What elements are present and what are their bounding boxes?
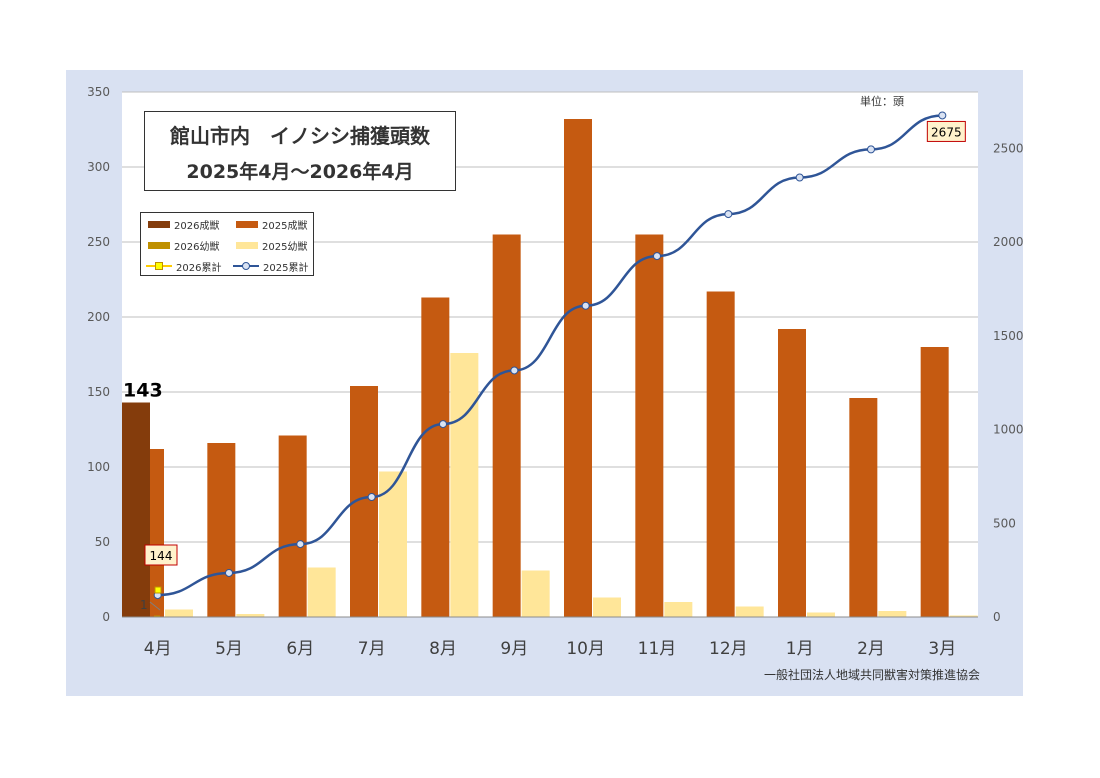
legend-label: 2025幼獣 [262, 241, 308, 253]
y-tick-label: 100 [87, 460, 110, 474]
x-tick-label: 1月 [786, 639, 814, 659]
axes: 0 50 100 150 200 250 300 350 0 500 1000 1500 2000 250… [87, 85, 1023, 659]
data-label-leader [149, 601, 161, 611]
legend-item-2025-juvenile: 2025幼獣 [236, 238, 308, 253]
legend-swatch [236, 241, 258, 249]
bar [949, 615, 978, 617]
x-tick-label: 4月 [144, 639, 172, 659]
point-2025-cumulative [581, 301, 590, 310]
data-labels: 143 144 1 2675 [123, 120, 966, 612]
bar [492, 234, 521, 617]
bar [236, 614, 265, 617]
bar [735, 606, 764, 617]
bar [307, 567, 336, 617]
y2-tick-label: 500 [993, 516, 1016, 530]
x-tick-label: 10月 [566, 639, 605, 659]
y2-tick-label: 1500 [993, 329, 1024, 343]
cumulative-lines [153, 111, 947, 600]
chart-title-box: 館山市内 イノシシ捕獲頭数 2025年4月～2026年4月 [144, 111, 456, 191]
bar [664, 602, 693, 617]
x-tick-label: 5月 [215, 639, 243, 659]
point-2025-cumulative [938, 111, 947, 120]
x-tick-label: 6月 [286, 639, 314, 659]
y2-tick-label: 0 [993, 610, 1001, 624]
point-2025-cumulative [439, 420, 447, 429]
legend-item-2025-cumulative: 2025累計 [233, 259, 309, 274]
bar [421, 297, 450, 617]
legend-item-2025-adult: 2025成獣 [236, 217, 308, 232]
bar [165, 609, 193, 617]
point-2025-cumulative [225, 568, 233, 577]
bar [564, 119, 592, 617]
x-tick-label: 9月 [500, 639, 528, 659]
legend-line-swatch [146, 261, 172, 271]
bar [122, 402, 150, 617]
credit-text: 一般社団法人地域共同獣害対策推進協会 [764, 668, 981, 682]
bar [849, 398, 878, 617]
legend-line-swatch [233, 261, 259, 271]
legend-label: 2026幼獣 [174, 241, 220, 253]
legend-swatch [236, 220, 258, 228]
x-tick-label: 11月 [638, 639, 677, 659]
legend-label: 2025累計 [263, 262, 309, 274]
y-tick-label: 300 [87, 160, 110, 174]
legend-item-2026-juvenile: 2026幼獣 [148, 238, 220, 253]
x-tick-label: 3月 [928, 639, 956, 659]
bar [521, 570, 550, 617]
bar [807, 612, 835, 617]
data-label: 1 [140, 598, 148, 612]
legend-swatch [148, 220, 170, 228]
point-2025-cumulative [296, 540, 305, 549]
point-2025-cumulative [653, 252, 661, 261]
bar [593, 597, 621, 617]
data-label-box [926, 120, 966, 142]
x-tick-label: 12月 [709, 639, 748, 659]
legend-item-2026-adult: 2026成獣 [148, 217, 220, 232]
legend-label: 2026累計 [176, 262, 222, 274]
y2-tick-label: 2500 [993, 141, 1024, 155]
bar [207, 443, 236, 617]
bar [706, 291, 735, 617]
y-tick-label: 50 [95, 535, 110, 549]
point-2025-cumulative [724, 210, 733, 219]
data-label: 143 [123, 380, 163, 402]
y-tick-label: 200 [87, 310, 110, 324]
legend-label: 2025成獣 [262, 220, 308, 232]
point-2025-cumulative [867, 145, 875, 154]
bar [635, 234, 664, 617]
bar [920, 347, 949, 617]
legend-item-2026-cumulative: 2026累計 [146, 259, 222, 274]
y-tick-label: 350 [87, 85, 110, 99]
chart-title: 館山市内 イノシシ捕獲頭数 [170, 124, 430, 148]
data-label-box [144, 544, 178, 566]
y-tick-label: 0 [102, 610, 110, 624]
y2-tick-label: 2000 [993, 235, 1024, 249]
chart-legend: 2026成獣 2025成獣 2026幼獣 2025幼獣 2026累計 2025累… [140, 212, 314, 276]
point-2025-cumulative [510, 366, 519, 375]
chart-subtitle: 2025年4月～2026年4月 [186, 161, 414, 183]
bar [878, 611, 907, 617]
x-tick-label: 7月 [358, 639, 386, 659]
bar [778, 329, 806, 617]
y-tick-label: 150 [87, 385, 110, 399]
point-2026-cumulative [154, 586, 162, 594]
bar [154, 615, 160, 617]
x-tick-label: 2月 [857, 639, 885, 659]
bar [450, 353, 479, 617]
y2-tick-label: 1000 [993, 423, 1024, 437]
legend-label: 2026成獣 [174, 220, 220, 232]
x-tick-label: 8月 [429, 639, 457, 659]
y-tick-label: 250 [87, 235, 110, 249]
legend-swatch [148, 241, 170, 249]
bar [278, 435, 307, 617]
data-label: 144 [150, 549, 173, 563]
point-2025-cumulative [367, 493, 376, 501]
bars [122, 119, 978, 617]
data-label: 2675 [931, 125, 962, 139]
point-2025-cumulative [795, 173, 804, 182]
unit-label: 単位：頭 [860, 95, 904, 108]
bar [379, 471, 407, 617]
